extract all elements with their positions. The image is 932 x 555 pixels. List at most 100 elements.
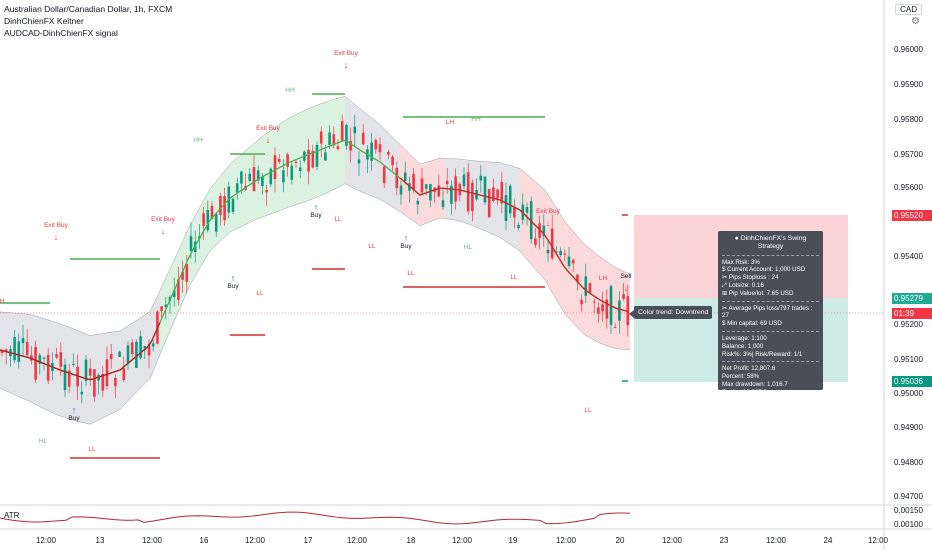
equity: Equity: 13,807.6 [722, 388, 767, 396]
gear-icon[interactable]: ⚙ [911, 16, 920, 27]
candle-body [500, 182, 504, 204]
indicator-signal[interactable]: AUDCAD-DinhChienFX signal [4, 28, 118, 38]
candle-body [471, 182, 474, 212]
candle-body [256, 170, 260, 181]
candle-body [219, 195, 222, 215]
candle-body [441, 200, 445, 207]
time-axis-label: 20 [615, 536, 625, 545]
candle-body [311, 150, 315, 168]
candle-body [387, 151, 390, 155]
candle-body [130, 342, 134, 355]
candle-body [496, 189, 499, 199]
time-axis-label: 12:00 [451, 536, 473, 545]
candle-body [25, 342, 29, 356]
signal-label: Exit Buy [334, 50, 358, 57]
candle-body [46, 354, 50, 381]
candle-body [185, 264, 189, 282]
currency-button[interactable]: CAD [895, 4, 922, 15]
keltner-midline-early [0, 322, 161, 380]
signal-label: LL [510, 274, 518, 281]
signal-label: Buy [400, 243, 412, 250]
candle-body [546, 249, 550, 254]
candle-body [420, 178, 424, 193]
signal-label: H [0, 298, 5, 305]
candle-body [345, 124, 348, 146]
candle-body [403, 172, 407, 182]
atr-line [0, 511, 631, 525]
time-axis-label: 23 [719, 536, 729, 545]
current-price-badge: 0.95279 [892, 293, 932, 304]
arrow-down-icon: ↓ [265, 135, 271, 145]
arrow-down-icon: ↓ [160, 226, 166, 236]
candle-body [135, 341, 138, 368]
symbol-title[interactable]: Australian Dollar/Canadian Dollar, 1h, F… [4, 4, 173, 14]
time-axis-label: 12:00 [555, 536, 577, 545]
signal-label: LL [88, 446, 96, 453]
time-axis-label: 12:00 [661, 536, 683, 545]
candle-body [21, 338, 25, 344]
time-axis-label: 17 [303, 536, 313, 545]
candle-body [114, 377, 117, 387]
candle-body [34, 347, 37, 380]
candle-body [567, 256, 571, 266]
price-axis-label: 0.95900 [894, 80, 923, 89]
average-pips: ✂ Average Pips loss/797 trades : 27 [722, 304, 813, 320]
candle-body [88, 368, 92, 376]
candle-body [437, 185, 441, 197]
candle-body [72, 363, 75, 366]
time-axis-label: 12:00 [244, 536, 266, 545]
candle-body [538, 223, 541, 238]
candle-body [231, 198, 235, 212]
time-axis-label: 16 [199, 536, 209, 545]
candle-body [0, 350, 4, 353]
candle-body [613, 327, 617, 329]
strategy-info-panel: ● DinhChienFX's Swing Strategy Max Risk:… [718, 231, 823, 396]
candle-body [298, 167, 302, 171]
candle-body [214, 213, 218, 232]
candle-body [416, 200, 420, 205]
candle-body [59, 352, 63, 367]
candle-body [172, 290, 176, 298]
band-lower [0, 183, 631, 425]
candle-body [429, 184, 432, 201]
candle-body [160, 306, 163, 312]
candle-body [143, 345, 147, 349]
candle-body [139, 336, 142, 358]
price-axis-label: 0.95000 [894, 389, 923, 398]
signal-label: Exit Buy [536, 208, 560, 215]
atr-pane-title[interactable]: ATR [4, 511, 20, 520]
pips-stoploss: ✂ Pips Stoploss : 24 [722, 274, 779, 282]
candle-body [408, 183, 411, 191]
candle-body [592, 301, 596, 303]
price-axis-label: 0.94900 [894, 423, 923, 432]
price-axis-label: 0.96000 [894, 45, 923, 54]
strategy-title-text: DinhChienFX's Swing Strategy [740, 235, 807, 250]
candle-body [177, 279, 180, 300]
time-axis-label: 12:00 [141, 536, 163, 545]
arrow-up-icon: ↑ [230, 273, 236, 283]
indicator-keltner[interactable]: DinhChienFX Keltner [4, 16, 84, 26]
candle-body [622, 294, 625, 299]
max-risk: Max Risk: 3% [722, 258, 760, 266]
candle-body [450, 185, 453, 204]
candle-body [584, 276, 588, 296]
candle-body [210, 205, 214, 219]
candle-body [269, 168, 273, 185]
signal-label: HL [463, 244, 473, 251]
candle-body [513, 207, 516, 218]
arrow-up-icon: ↑ [71, 405, 77, 415]
candle-body [370, 142, 373, 161]
candle-body [164, 304, 168, 308]
signal-label: Sell [620, 273, 632, 280]
balance: Balance: 1,000 [722, 342, 764, 350]
candle-body [126, 345, 130, 364]
candle-body [361, 132, 365, 145]
arrow-up-icon: ↑ [313, 202, 319, 212]
candle-body [525, 206, 529, 213]
candle-body [332, 134, 336, 146]
candle-body [399, 185, 403, 195]
signal-label: HH [471, 116, 481, 123]
current-account: $ Current Account: 1,000 USD [722, 266, 806, 274]
candle-body [67, 370, 71, 387]
